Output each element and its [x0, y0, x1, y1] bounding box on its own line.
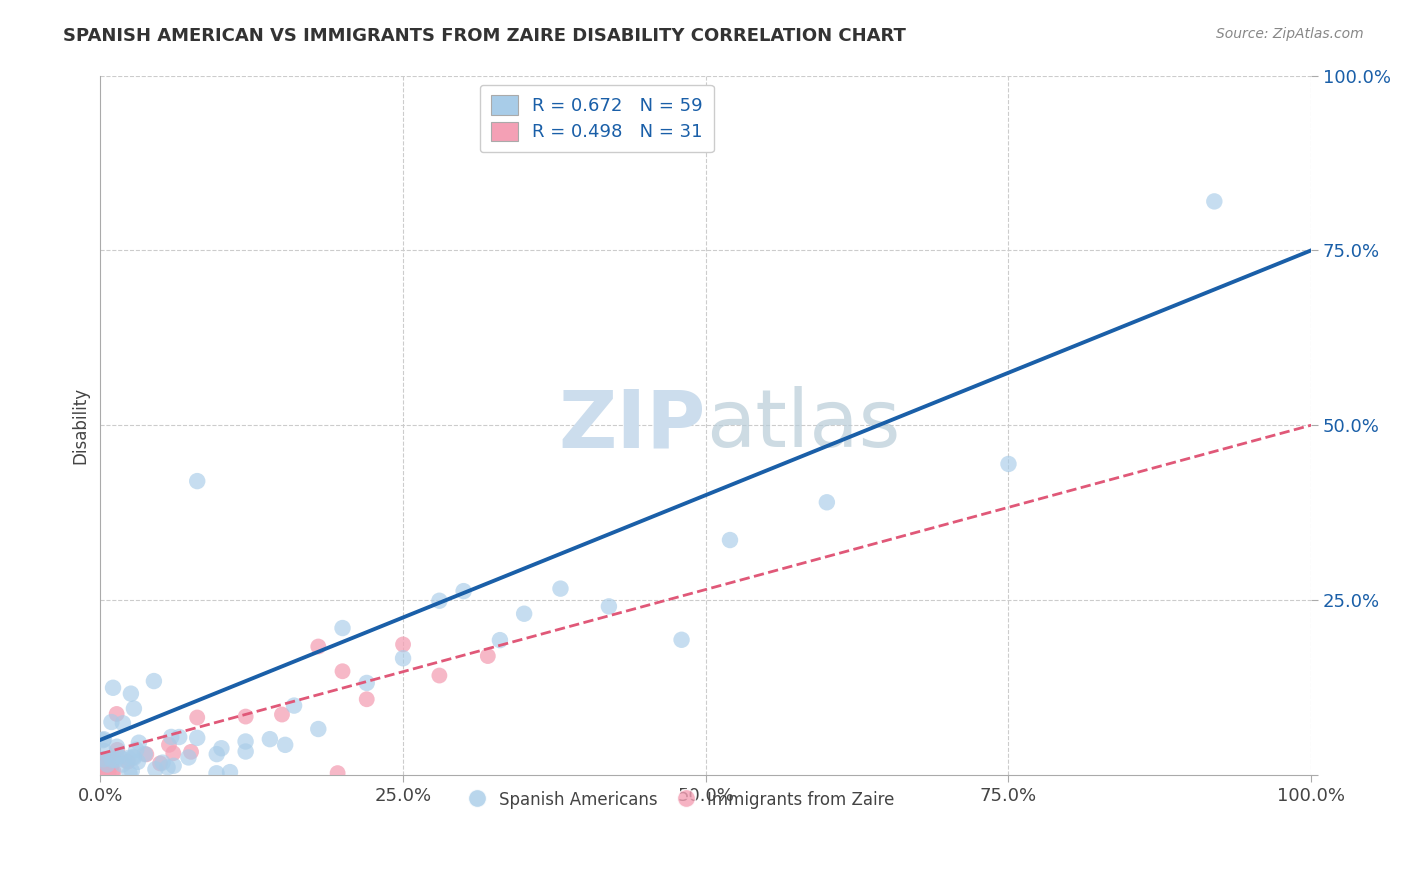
Point [177, 750, 200, 764]
Point [91, 733, 114, 747]
Point [91, 756, 114, 771]
Point [100, 714, 122, 729]
Point [205, 766, 228, 780]
Point [235, 709, 257, 723]
Point [235, 734, 257, 748]
Point [105, 706, 128, 721]
Point [135, 747, 157, 762]
Point [271, 707, 294, 722]
Point [90, 766, 112, 780]
Point [97, 756, 120, 771]
Point [128, 736, 150, 750]
Point [997, 457, 1019, 471]
Point [96, 757, 118, 772]
Point [205, 747, 228, 761]
Text: ZIP: ZIP [558, 386, 706, 464]
Point [107, 749, 129, 764]
Point [111, 757, 134, 772]
Point [152, 756, 174, 770]
Point [125, 742, 148, 756]
Point [117, 755, 139, 769]
Point [429, 668, 451, 682]
Point [274, 738, 297, 752]
Point [186, 710, 208, 724]
Point [429, 593, 451, 607]
Point [97, 766, 120, 780]
Point [134, 747, 156, 761]
Point [356, 676, 378, 690]
Point [93, 744, 115, 758]
Point [93, 752, 115, 766]
Point [550, 582, 572, 596]
Point [103, 751, 125, 765]
Point [162, 746, 184, 760]
Point [93, 760, 115, 774]
Point [235, 745, 257, 759]
Point [180, 745, 202, 759]
Point [91, 753, 114, 767]
Point [100, 751, 122, 765]
Legend: Spanish Americans, Immigrants from Zaire: Spanish Americans, Immigrants from Zaire [463, 784, 901, 815]
Point [100, 758, 122, 772]
Point [598, 599, 620, 614]
Point [96, 755, 118, 769]
Point [186, 474, 208, 488]
Point [167, 730, 190, 744]
Point [118, 766, 141, 780]
Point [307, 722, 329, 736]
Text: atlas: atlas [706, 386, 900, 464]
Point [120, 687, 142, 701]
Point [163, 758, 186, 772]
Point [122, 701, 145, 715]
Point [142, 674, 165, 689]
Point [283, 698, 305, 713]
Point [122, 750, 145, 764]
Point [356, 692, 378, 706]
Point [103, 764, 125, 779]
Point [127, 755, 149, 769]
Point [259, 732, 281, 747]
Point [392, 651, 415, 665]
Point [160, 730, 183, 744]
Point [209, 741, 232, 756]
Point [122, 750, 145, 764]
Text: Source: ZipAtlas.com: Source: ZipAtlas.com [1216, 27, 1364, 41]
Point [1204, 194, 1226, 209]
Point [477, 648, 499, 663]
Point [104, 753, 127, 767]
Point [815, 495, 838, 509]
Point [117, 751, 139, 765]
Text: SPANISH AMERICAN VS IMMIGRANTS FROM ZAIRE DISABILITY CORRELATION CHART: SPANISH AMERICAN VS IMMIGRANTS FROM ZAIR… [63, 27, 905, 45]
Point [392, 637, 415, 651]
Point [453, 584, 475, 599]
Point [326, 766, 349, 780]
Point [121, 764, 143, 778]
Point [186, 731, 208, 745]
Y-axis label: Disability: Disability [72, 386, 89, 464]
Point [513, 607, 536, 621]
Point [332, 621, 354, 635]
Point [307, 640, 329, 654]
Point [718, 533, 741, 547]
Point [105, 739, 128, 754]
Point [96, 757, 118, 772]
Point [332, 665, 354, 679]
Point [101, 753, 124, 767]
Point [101, 765, 124, 780]
Point [145, 762, 167, 776]
Point [111, 716, 134, 731]
Point [219, 765, 242, 780]
Point [101, 681, 124, 695]
Point [156, 760, 179, 774]
Point [105, 743, 128, 757]
Point [93, 732, 115, 747]
Point [157, 738, 180, 752]
Point [671, 632, 693, 647]
Point [112, 752, 135, 766]
Point [149, 756, 172, 771]
Point [489, 633, 512, 648]
